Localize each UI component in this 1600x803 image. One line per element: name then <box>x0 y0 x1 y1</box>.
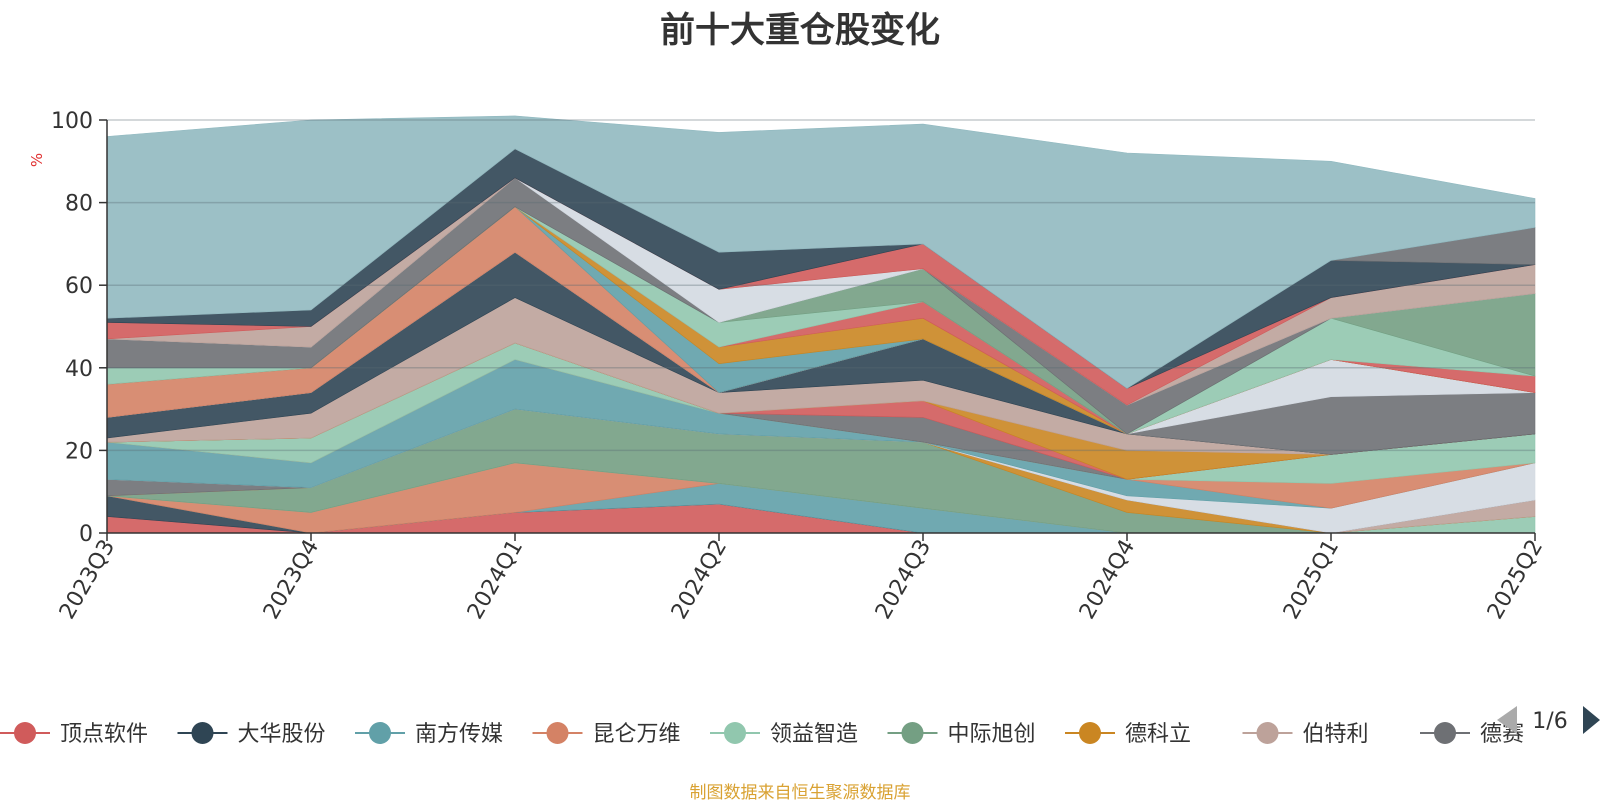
y-tick-label-2: 40 <box>65 357 93 382</box>
legend-pager: 1/6 <box>1497 706 1600 734</box>
y-axis-label: % <box>28 153 46 167</box>
y-tick-label-5: 100 <box>51 109 93 134</box>
legend-marker <box>1079 722 1101 744</box>
x-tick-label-0: 2023Q3 <box>55 536 120 624</box>
legend-marker <box>1256 722 1279 744</box>
legend-marker <box>901 722 924 744</box>
x-tick-label-1: 2023Q4 <box>259 536 324 624</box>
x-tick-labels: 2023Q3 2023Q4 2024Q1 2024Q2 2024Q3 2024Q4 2025… <box>55 536 1548 624</box>
legend-marker <box>369 722 391 744</box>
legend-label: 德科立 <box>1125 722 1191 747</box>
legend-marker <box>1434 722 1456 744</box>
x-tick-label-7: 2025Q2 <box>1483 536 1548 624</box>
stacked-areas <box>106 115 1536 534</box>
legend-label: 领益智造 <box>770 722 858 747</box>
legend-marker <box>724 722 746 744</box>
y-tick-label-1: 20 <box>65 439 93 464</box>
legend-label: 中际旭创 <box>948 722 1036 747</box>
x-tick-label-4: 2024Q3 <box>871 536 936 624</box>
legend-item-5[interactable]: 领益智造 <box>710 722 858 747</box>
legend-item-6[interactable]: 中际旭创 <box>887 722 1036 747</box>
legend-item-7[interactable]: 德科立 <box>1065 722 1191 747</box>
data-source-note: 制图数据来自恒生聚源数据库 <box>689 783 911 803</box>
y-tick-label-4: 80 <box>65 192 93 217</box>
legend-item-4[interactable]: 昆仑万维 <box>532 722 681 747</box>
legend-item-2[interactable]: 大华股份 <box>177 722 326 747</box>
gridlines <box>107 119 1535 452</box>
legend-page-indicator: 1/6 <box>1532 709 1567 734</box>
x-tick-label-6: 2025Q1 <box>1279 536 1344 624</box>
legend-label: 顶点软件 <box>60 722 148 747</box>
legend-label: 昆仑万维 <box>593 722 681 747</box>
legend: 顶点软件 大华股份 南方传媒 昆仑万维 领益智造 中际旭创 德科立 伯特利 德赛 <box>0 722 1524 747</box>
legend-marker <box>546 722 569 744</box>
area-series-33 <box>106 115 1536 389</box>
legend-label: 德赛 <box>1480 722 1524 747</box>
legend-prev-page-icon[interactable] <box>1497 706 1517 734</box>
y-tick-label-3: 60 <box>65 274 93 299</box>
legend-label: 大华股份 <box>238 722 326 747</box>
legend-marker <box>14 722 36 744</box>
legend-label: 南方传媒 <box>415 722 503 747</box>
chart-title: 前十大重仓股变化 <box>659 11 940 51</box>
legend-item-8[interactable]: 伯特利 <box>1242 722 1369 747</box>
legend-label: 伯特利 <box>1303 722 1369 747</box>
y-tick-label-0: 0 <box>79 522 93 547</box>
legend-marker <box>191 722 214 744</box>
axes <box>99 119 1536 541</box>
legend-item-1[interactable]: 顶点软件 <box>0 722 148 747</box>
x-tick-label-3: 2024Q2 <box>667 536 732 624</box>
x-tick-label-5: 2024Q4 <box>1075 536 1140 624</box>
y-tick-labels: 0 20 40 60 80 100 <box>51 109 93 547</box>
legend-next-page-icon[interactable] <box>1583 706 1600 734</box>
legend-item-3[interactable]: 南方传媒 <box>355 722 503 747</box>
x-tick-label-2: 2024Q1 <box>463 536 528 624</box>
